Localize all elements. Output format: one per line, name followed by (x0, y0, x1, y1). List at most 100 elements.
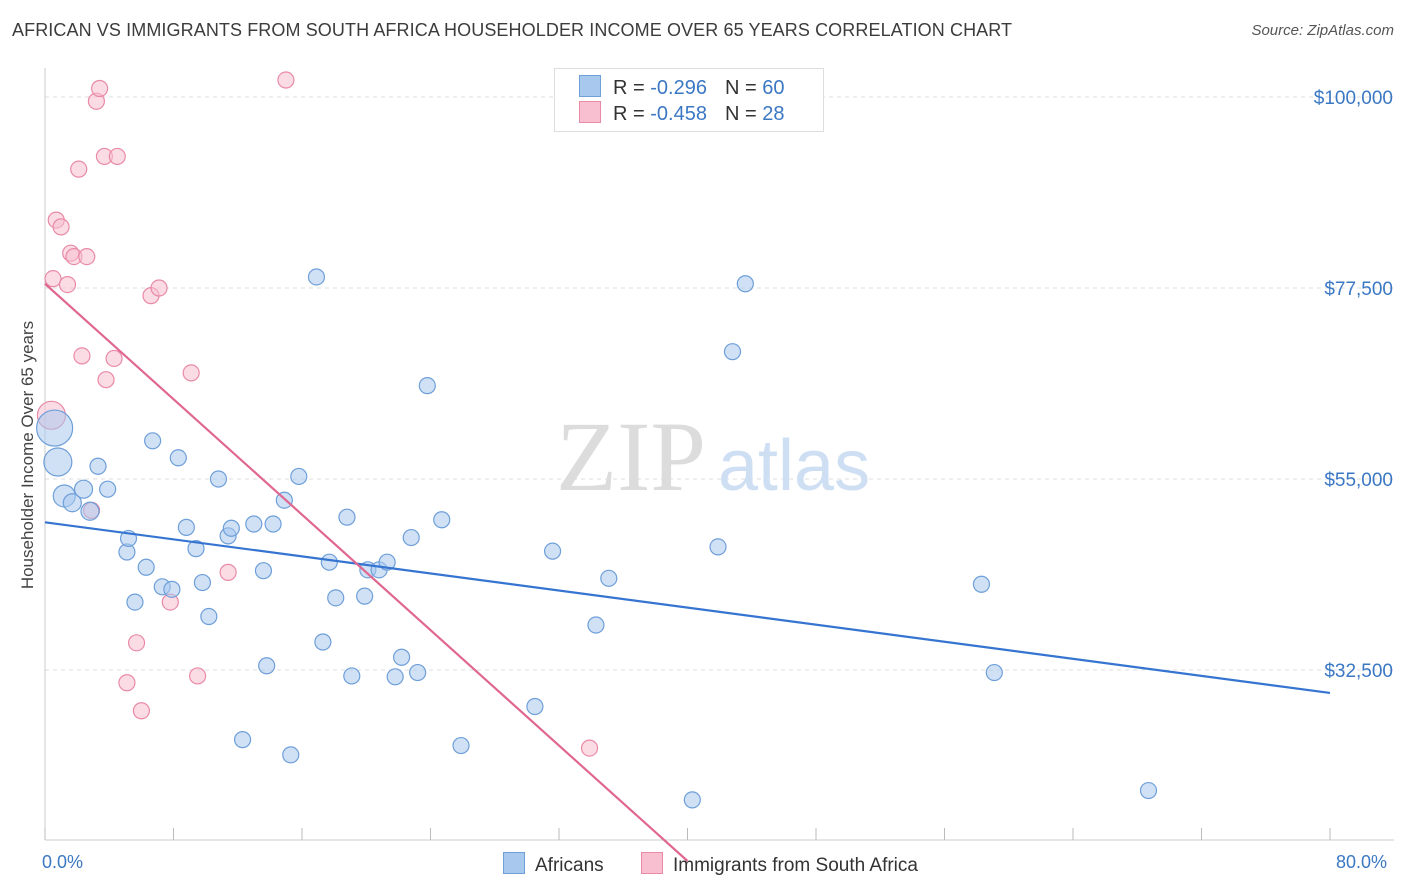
data-point (44, 270, 62, 288)
x-tick-label-max: 80.0% (1336, 852, 1388, 872)
y-tick-label: $77,500 (1324, 279, 1393, 300)
trendline-africans (44, 521, 1331, 695)
data-point (402, 528, 420, 547)
data-point (137, 558, 155, 576)
data-point (392, 648, 411, 666)
legend-r-label: R = (613, 103, 651, 125)
data-point (193, 573, 212, 592)
data-point (254, 562, 273, 580)
data-point (526, 697, 544, 716)
data-point (163, 580, 181, 598)
axes (44, 68, 1394, 841)
legend-row-immigrants: R = -0.458 N = 28 (579, 101, 784, 127)
legend-n-label: N = (724, 103, 763, 125)
y-tick-labels: $100,000 $77,500 $55,000 $32,500 (1314, 88, 1393, 682)
data-point (62, 493, 82, 513)
series-immigrants-points (36, 71, 599, 757)
legend-n-label: N = (724, 77, 763, 99)
y-tick-label: $55,000 (1324, 470, 1393, 491)
data-point (1139, 781, 1158, 800)
data-point (209, 470, 228, 488)
data-point (736, 275, 754, 293)
data-point (314, 633, 332, 651)
trendline-immigrants (44, 282, 689, 862)
legend-swatch-africans (503, 852, 525, 874)
y-tick-label: $32,500 (1324, 661, 1393, 682)
data-point (709, 538, 727, 556)
legend-n-value: 28 (762, 103, 785, 125)
data-point (409, 663, 427, 682)
legend-label-immigrants: Immigrants from South Africa (673, 855, 918, 876)
legend-swatch-africans (579, 75, 601, 97)
data-point (200, 607, 218, 626)
data-point (91, 79, 109, 98)
data-point (233, 731, 252, 749)
series-africans-points (36, 268, 1158, 809)
data-point (58, 276, 77, 294)
data-point (118, 674, 136, 692)
data-point (290, 467, 308, 486)
x-tick-label-min: 0.0% (42, 852, 84, 872)
data-point (150, 279, 168, 297)
data-point (97, 371, 115, 389)
legend-swatch-immigrants (579, 101, 601, 123)
bottom-legend-africans: Africans (503, 852, 604, 877)
y-tick-label: $100,000 (1314, 88, 1393, 109)
data-point (70, 160, 88, 178)
trendlines (44, 282, 1331, 862)
data-point (452, 736, 470, 755)
data-point (52, 218, 70, 236)
watermark: ZIP atlas (556, 401, 870, 512)
data-point (169, 449, 187, 467)
bottom-legend-immigrants: Immigrants from South Africa (641, 852, 918, 877)
data-point (105, 349, 123, 368)
data-point (343, 667, 361, 685)
data-point (258, 657, 276, 675)
correlation-legend: R = -0.296 N = 60 R = -0.458 N = 28 (554, 68, 824, 132)
chart-title: AFRICAN VS IMMIGRANTS FROM SOUTH AFRICA … (12, 20, 1013, 40)
legend-row-africans: R = -0.296 N = 60 (579, 75, 784, 101)
legend-label-africans: Africans (535, 855, 604, 876)
data-point (282, 746, 300, 764)
data-point (177, 518, 195, 536)
data-point (985, 663, 1003, 682)
data-point (972, 575, 991, 593)
data-point (108, 147, 126, 166)
data-point (580, 739, 599, 757)
data-point (89, 457, 107, 475)
data-point (126, 593, 144, 611)
data-point (73, 479, 94, 499)
gridlines (45, 96, 1394, 671)
data-point (43, 447, 73, 477)
data-point (182, 364, 200, 382)
data-point (683, 791, 701, 809)
data-point (338, 508, 356, 526)
data-point (587, 616, 605, 634)
legend-r-value: -0.458 (650, 103, 707, 125)
data-point (264, 515, 282, 533)
source-credit: Source: ZipAtlas.com (1251, 22, 1394, 39)
data-point (187, 540, 205, 558)
data-point (433, 511, 451, 529)
data-point (36, 409, 74, 447)
data-point (245, 515, 263, 533)
data-point (418, 377, 436, 395)
data-point (600, 569, 618, 587)
data-point (320, 553, 338, 571)
data-point (188, 667, 207, 685)
data-point (132, 702, 150, 720)
data-point (219, 563, 237, 581)
data-point (80, 501, 100, 521)
data-point (327, 589, 345, 607)
data-point (356, 587, 374, 605)
legend-n-value: 60 (762, 77, 785, 99)
data-point (277, 71, 295, 89)
data-point (127, 634, 146, 652)
data-point (386, 668, 404, 686)
legend-swatch-immigrants (641, 852, 663, 874)
data-point (144, 432, 162, 450)
watermark-atlas: atlas (718, 426, 870, 506)
data-point (73, 347, 91, 365)
data-point (723, 343, 742, 361)
